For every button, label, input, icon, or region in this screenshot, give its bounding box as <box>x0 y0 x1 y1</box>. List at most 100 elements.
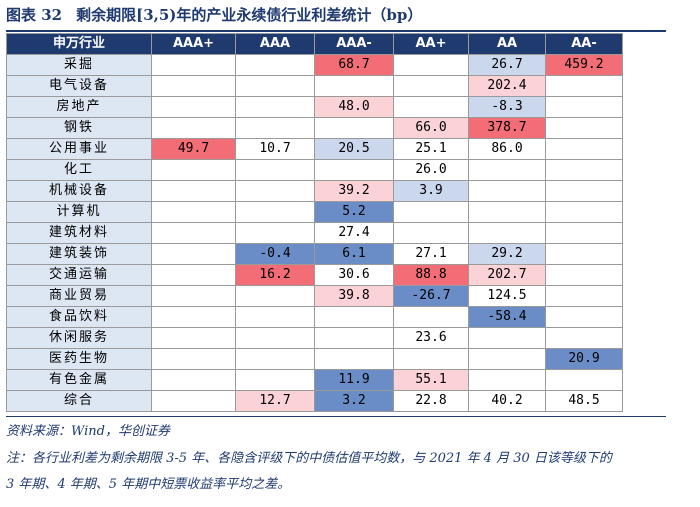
industry-label: 公用事业 <box>6 138 152 160</box>
spread-cell <box>235 222 315 244</box>
spread-cell <box>151 75 236 97</box>
header-industry: 申万行业 <box>6 33 152 55</box>
spread-cell <box>393 306 469 328</box>
header-aa-plus: AA+ <box>393 33 469 55</box>
footnote-line-1: 注：各行业利差为剩余期限 3-5 年、各隐含评级下的中债估值平均数，与 2021… <box>6 451 612 466</box>
spread-cell <box>393 201 469 223</box>
spread-cell: 124.5 <box>468 285 546 307</box>
table-row: 建筑装饰 -0.4 6.1 27.1 29.2 <box>6 243 623 265</box>
industry-label: 医药生物 <box>6 348 152 370</box>
spread-cell: 3.2 <box>314 390 394 412</box>
spread-cell: 25.1 <box>393 138 469 160</box>
table-row: 房地产 48.0 -8.3 <box>6 96 623 118</box>
table-row: 计算机 5.2 <box>6 201 623 223</box>
industry-label: 化工 <box>6 159 152 181</box>
spread-cell: 202.7 <box>468 264 546 286</box>
spread-cell: 5.2 <box>314 201 394 223</box>
spread-cell <box>151 327 236 349</box>
spread-cell <box>235 96 315 118</box>
spread-cell <box>235 201 315 223</box>
spread-cell <box>151 243 236 265</box>
spread-cell <box>393 348 469 370</box>
spread-cell <box>314 159 394 181</box>
spread-cell <box>235 306 315 328</box>
industry-label: 交通运输 <box>6 264 152 286</box>
industry-label: 休闲服务 <box>6 327 152 349</box>
table-row: 采掘 68.7 26.7 459.2 <box>6 54 623 76</box>
spread-cell: 29.2 <box>468 243 546 265</box>
figure-number: 图表 32 <box>6 6 63 24</box>
spread-cell: 66.0 <box>393 117 469 139</box>
spread-table: 申万行业 AAA+ AAA AAA- AA+ AA AA- 采掘 68.7 26.7… <box>6 33 623 412</box>
spread-cell: 48.5 <box>545 390 623 412</box>
spread-cell: 23.6 <box>393 327 469 349</box>
spread-cell <box>314 306 394 328</box>
table-row: 休闲服务 23.6 <box>6 327 623 349</box>
spread-cell <box>393 222 469 244</box>
spread-cell <box>545 222 623 244</box>
spread-cell <box>468 201 546 223</box>
spread-cell: -8.3 <box>468 96 546 118</box>
table-row: 机械设备 39.2 3.9 <box>6 180 623 202</box>
spread-cell: 55.1 <box>393 369 469 391</box>
spread-cell <box>314 348 394 370</box>
spread-cell <box>468 348 546 370</box>
spread-cell: 39.2 <box>314 180 394 202</box>
header-aaa-plus: AAA+ <box>151 33 236 55</box>
industry-label: 建筑材料 <box>6 222 152 244</box>
source-rule <box>6 416 666 417</box>
spread-cell <box>545 180 623 202</box>
spread-cell: 20.9 <box>545 348 623 370</box>
spread-cell: 378.7 <box>468 117 546 139</box>
industry-label: 房地产 <box>6 96 152 118</box>
spread-cell: 68.7 <box>314 54 394 76</box>
industry-label: 电气设备 <box>6 75 152 97</box>
spread-cell <box>545 138 623 160</box>
spread-cell <box>151 285 236 307</box>
spread-cell: -26.7 <box>393 285 469 307</box>
spread-cell <box>393 96 469 118</box>
spread-cell: 20.5 <box>314 138 394 160</box>
spread-cell <box>235 369 315 391</box>
spread-cell <box>468 222 546 244</box>
spread-cell <box>235 348 315 370</box>
spread-cell: 48.0 <box>314 96 394 118</box>
industry-label: 采掘 <box>6 54 152 76</box>
spread-cell: 12.7 <box>235 390 315 412</box>
spread-cell <box>151 96 236 118</box>
spread-cell: 459.2 <box>545 54 623 76</box>
table-row: 食品饮料 -58.4 <box>6 306 623 328</box>
table-row: 化工 26.0 <box>6 159 623 181</box>
spread-cell <box>151 369 236 391</box>
header-aaa: AAA <box>235 33 315 55</box>
spread-cell <box>545 306 623 328</box>
spread-cell: -58.4 <box>468 306 546 328</box>
industry-label: 计算机 <box>6 201 152 223</box>
spread-cell <box>151 306 236 328</box>
spread-cell: 27.4 <box>314 222 394 244</box>
spread-cell <box>151 54 236 76</box>
spread-cell: 26.0 <box>393 159 469 181</box>
table-row: 有色金属 11.9 55.1 <box>6 369 623 391</box>
spread-cell <box>151 117 236 139</box>
spread-cell <box>468 369 546 391</box>
title-rule <box>6 30 666 32</box>
spread-cell: -0.4 <box>235 243 315 265</box>
spread-cell <box>468 327 546 349</box>
table-row: 交通运输 16.2 30.6 88.8 202.7 <box>6 264 623 286</box>
spread-cell <box>314 75 394 97</box>
spread-cell <box>393 54 469 76</box>
spread-cell <box>151 390 236 412</box>
spread-cell <box>151 159 236 181</box>
spread-cell: 86.0 <box>468 138 546 160</box>
spread-cell <box>235 327 315 349</box>
spread-cell <box>314 327 394 349</box>
spread-cell: 6.1 <box>314 243 394 265</box>
figure-title-text: 剩余期限[3,5)年的产业永续债行业利差统计（bp） <box>76 6 423 24</box>
spread-cell <box>545 243 623 265</box>
spread-cell <box>468 159 546 181</box>
spread-cell: 10.7 <box>235 138 315 160</box>
table-row: 综合 12.7 3.2 22.8 40.2 48.5 <box>6 390 623 412</box>
spread-cell <box>545 96 623 118</box>
spread-cell <box>314 117 394 139</box>
